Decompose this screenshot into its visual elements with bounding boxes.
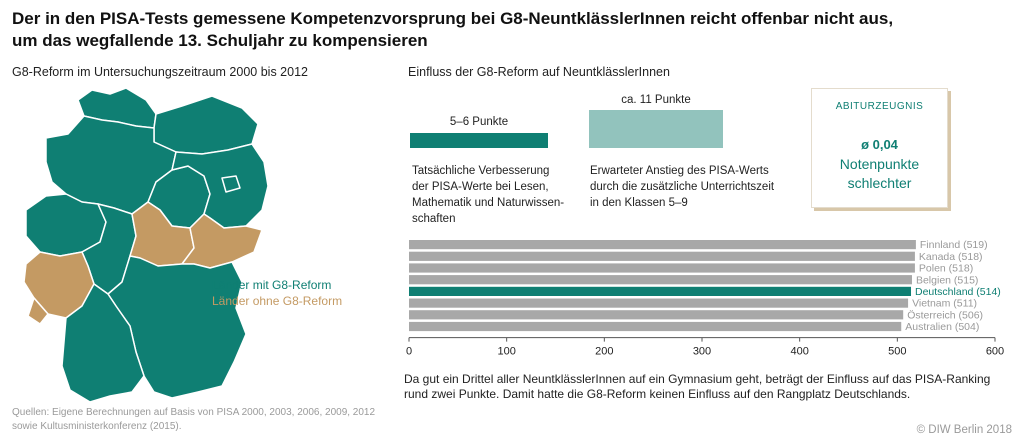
- actual-effect-description: Tatsächliche Verbesserung der PISA-Werte…: [412, 163, 582, 227]
- abitur-heading: ABITURZEUGNIS: [835, 101, 924, 112]
- state-berlin: [221, 175, 241, 193]
- x-tick-label: 200: [595, 346, 613, 358]
- expected-text-line: in den Klassen 5–9: [590, 197, 688, 209]
- bar-label-vietnam: Vietnam (511): [912, 298, 977, 310]
- bar-belgien: [409, 275, 912, 285]
- state-mecklenburg-vorpommern: [153, 95, 259, 155]
- abitur-callout: ABITURZEUGNIS ø 0,04 Notenpunkte schlech…: [811, 88, 948, 208]
- credit: © DIW Berlin 2018: [916, 424, 1012, 436]
- bar-label-deutschland: Deutschland (514): [915, 286, 1001, 298]
- x-tick-label: 100: [497, 346, 515, 358]
- abitur-unit-line-1: Notenpunkte: [839, 156, 920, 172]
- x-tick-label: 500: [888, 346, 906, 358]
- title-line-1: Der in den PISA-Tests gemessene Kompeten…: [12, 9, 894, 28]
- legend-no-g8: Länder ohne G8-Reform: [212, 294, 343, 308]
- x-tick-label: 0: [406, 346, 412, 358]
- x-tick-label: 300: [693, 346, 711, 358]
- expected-text-line: Erwarteter Anstieg des PISA-Werts: [590, 165, 769, 177]
- expected-effect-bar: [589, 110, 723, 148]
- actual-text-line: schaften: [412, 213, 456, 225]
- abitur-value: ø 0,04: [861, 137, 898, 152]
- actual-text-line: Mathematik und Naturwissen-: [412, 197, 565, 209]
- bar-label-polen: Polen (518): [919, 263, 973, 275]
- bar-polen: [409, 263, 915, 273]
- bar-australien: [409, 321, 902, 332]
- effect-subtitle: Einfluss der G8-Reform auf Neuntklässler…: [408, 65, 670, 79]
- map-subtitle: G8-Reform im Untersuchungszeitraum 2000 …: [12, 65, 308, 79]
- explanation-note: Da gut ein Drittel aller NeuntklässlerIn…: [404, 372, 991, 401]
- bar-label-finnland: Finnland (519): [920, 239, 988, 251]
- expected-text-line: durch die zusätzliche Unterrichtszeit: [590, 181, 775, 193]
- x-tick-label: 400: [790, 346, 808, 358]
- abitur-unit: Notenpunkte schlechter: [812, 155, 947, 193]
- bar-österreich: [409, 310, 904, 320]
- bar-finnland: [409, 240, 916, 250]
- bar-label-kanada: Kanada (518): [919, 251, 983, 263]
- actual-text-line: Tatsächliche Verbesserung: [412, 165, 550, 177]
- expected-effect-description: Erwarteter Anstieg des PISA-Werts durch …: [590, 163, 800, 211]
- pisa-ranking-chart: Finnland (519)Kanada (518)Polen (518)Bel…: [406, 239, 1004, 358]
- actual-effect-label: 5–6 Punkte: [449, 116, 509, 128]
- state-baden-wuerttemberg: [61, 283, 145, 403]
- abitur-unit-line-2: schlechter: [847, 175, 912, 191]
- bar-kanada: [409, 251, 915, 261]
- chart-title: Der in den PISA-Tests gemessene Kompeten…: [12, 8, 1012, 52]
- bar-deutschland: [409, 286, 912, 296]
- actual-effect-bar: [410, 133, 548, 148]
- state-saarland: [27, 297, 49, 325]
- bar-label-australien: Australien (504): [905, 321, 979, 333]
- expected-effect-label: ca. 11 Punkte: [621, 94, 691, 106]
- legend-g8: Länder mit G8-Reform: [212, 278, 332, 292]
- bar-vietnam: [409, 298, 909, 308]
- x-tick-label: 600: [986, 346, 1004, 358]
- bar-label-belgien: Belgien (515): [916, 274, 978, 286]
- germany-map: [23, 87, 269, 403]
- sources-note: Quellen: Eigene Berechnungen auf Basis v…: [12, 407, 376, 432]
- title-line-2: um das wegfallende 13. Schuljahr zu komp…: [12, 31, 428, 50]
- actual-text-line: der PISA-Werte bei Lesen,: [412, 181, 549, 193]
- bar-label-österreich: Österreich (506): [907, 309, 983, 321]
